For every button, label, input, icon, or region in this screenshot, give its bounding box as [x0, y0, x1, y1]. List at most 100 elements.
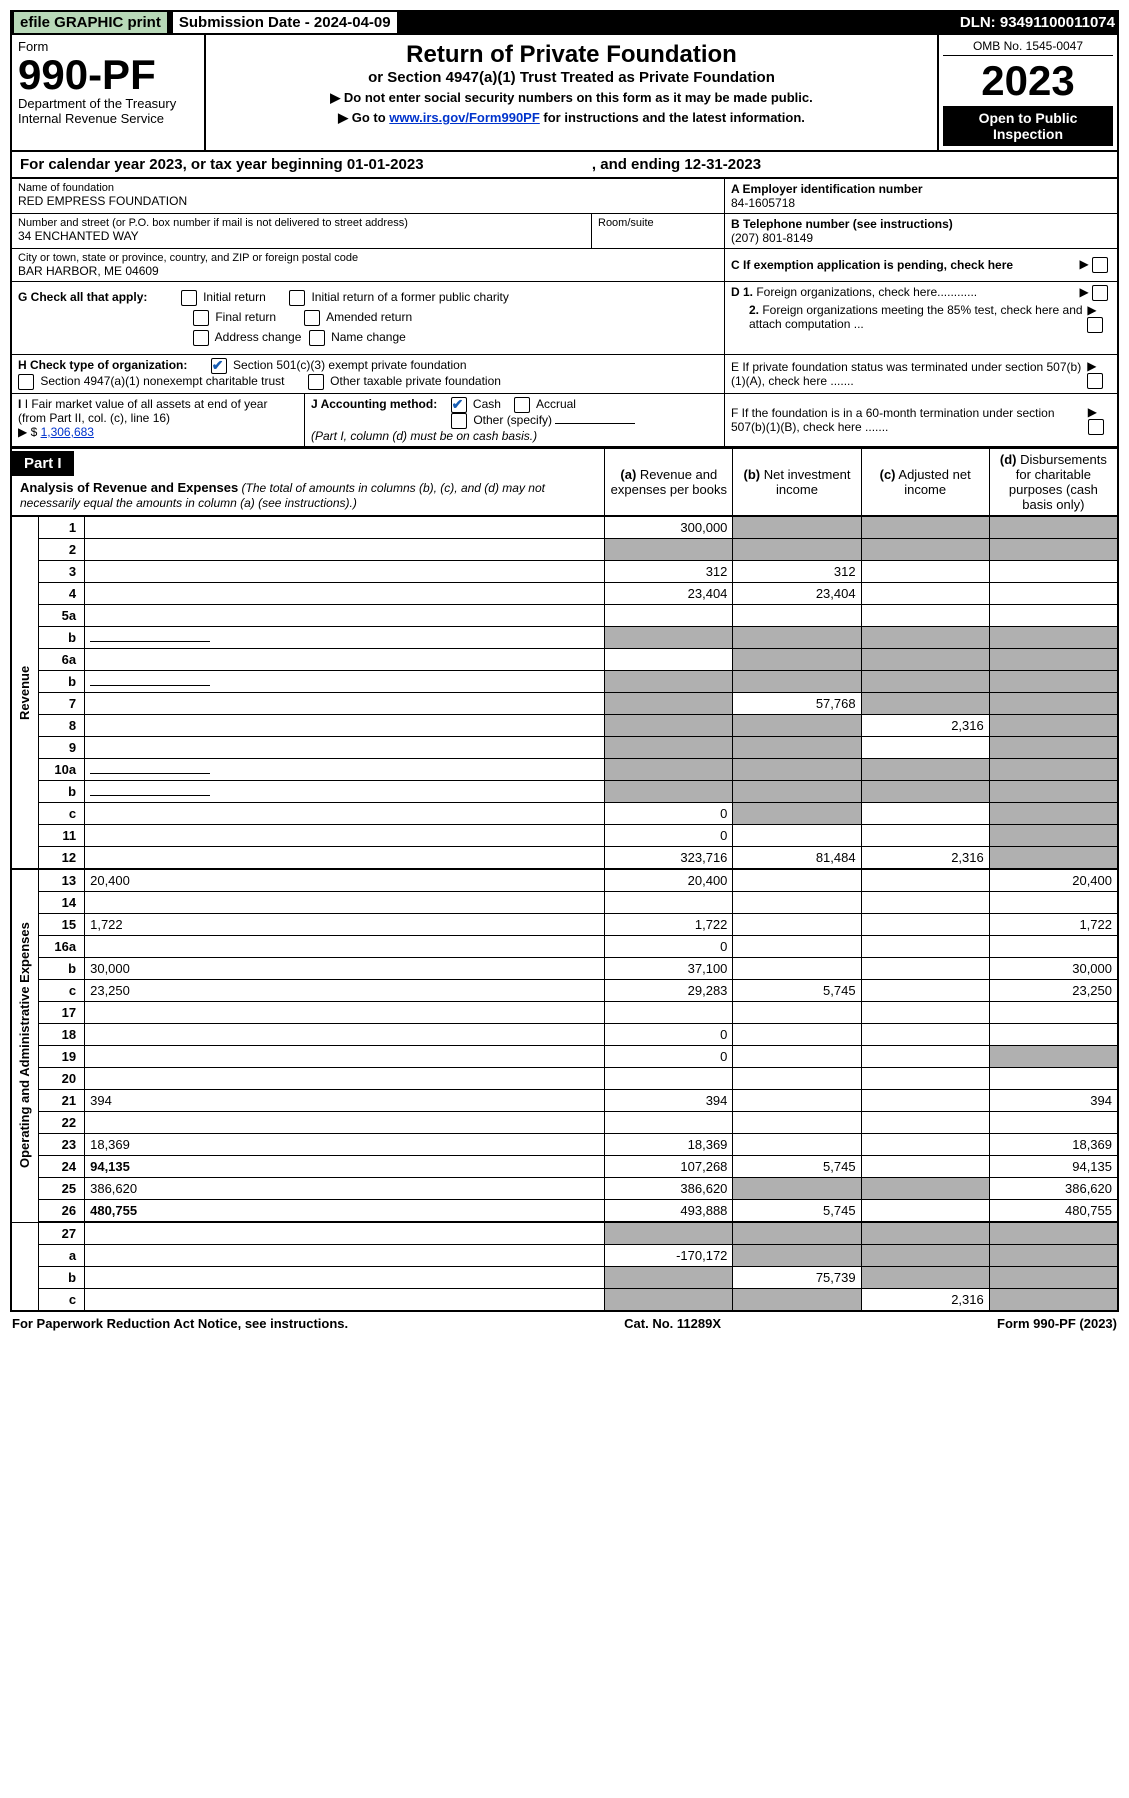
rev-9-d	[989, 737, 1118, 759]
rev-11-no: 11	[38, 825, 85, 847]
g-address-checkbox[interactable]	[193, 330, 209, 346]
rev-3-desc	[85, 561, 605, 583]
rev-9-desc	[85, 737, 605, 759]
efile-label[interactable]: efile GRAPHIC print	[14, 12, 167, 33]
j-cash-checkbox[interactable]	[451, 397, 467, 413]
rev-3-no: 3	[38, 561, 85, 583]
rev-12-d	[989, 847, 1118, 870]
note2-tail: for instructions and the latest informat…	[540, 110, 805, 125]
bot-a-d	[989, 1245, 1118, 1267]
rev-c-no: c	[38, 803, 85, 825]
c-label: C If exemption application is pending, c…	[731, 258, 1013, 272]
rev-4-desc	[85, 583, 605, 605]
h-501c3-checkbox[interactable]	[211, 358, 227, 374]
exp-21-b	[733, 1090, 861, 1112]
g-amended-label: Amended return	[326, 310, 412, 324]
rev-6a-desc	[85, 649, 605, 671]
bot-b-a	[605, 1267, 733, 1289]
j-note: (Part I, column (d) must be on cash basi…	[311, 429, 537, 443]
exp-22-d	[989, 1112, 1118, 1134]
g-initial-former-label: Initial return of a former public charit…	[311, 290, 508, 304]
irs-link[interactable]: www.irs.gov/Form990PF	[389, 110, 540, 125]
foundation-name: RED EMPRESS FOUNDATION	[18, 194, 718, 208]
rev-2-b	[733, 539, 861, 561]
exp-26-d: 480,755	[989, 1200, 1118, 1223]
rev-5a-desc	[85, 605, 605, 627]
rev-2-a	[605, 539, 733, 561]
exp-17-b	[733, 1002, 861, 1024]
j-accrual-checkbox[interactable]	[514, 397, 530, 413]
rev-6a-a	[605, 649, 733, 671]
rev-9-c	[861, 737, 989, 759]
rev-8-c: 2,316	[861, 715, 989, 737]
exp-c-a: 29,283	[605, 980, 733, 1002]
exp-26-no: 26	[38, 1200, 85, 1223]
exp-17-d	[989, 1002, 1118, 1024]
rev-8-desc	[85, 715, 605, 737]
tax-year: 2023	[943, 60, 1113, 102]
j-cash-label: Cash	[473, 397, 501, 411]
exp-22-b	[733, 1112, 861, 1134]
g-final-checkbox[interactable]	[193, 310, 209, 326]
rev-7-a	[605, 693, 733, 715]
bot-c-c: 2,316	[861, 1289, 989, 1312]
h-4947-checkbox[interactable]	[18, 374, 34, 390]
e-cell: E If private foundation status was termi…	[725, 355, 1117, 394]
i-label: I Fair market value of all assets at end…	[18, 397, 267, 425]
exp-22-c	[861, 1112, 989, 1134]
exp-13-no: 13	[38, 869, 85, 892]
city-value: BAR HARBOR, ME 04609	[18, 264, 718, 278]
bot-b-desc	[85, 1267, 605, 1289]
c-checkbox[interactable]	[1092, 257, 1108, 273]
rev-b-d	[989, 781, 1118, 803]
addr-label: Number and street (or P.O. box number if…	[18, 217, 585, 229]
rev-10a-d	[989, 759, 1118, 781]
j-other-checkbox[interactable]	[451, 413, 467, 429]
exp-26-a: 493,888	[605, 1200, 733, 1223]
g-initial-label: Initial return	[203, 290, 266, 304]
exp-26-b: 5,745	[733, 1200, 861, 1223]
cal-end: 12-31-2023	[684, 156, 761, 173]
rev-4-a: 23,404	[605, 583, 733, 605]
f-checkbox[interactable]	[1088, 419, 1104, 435]
city-label: City or town, state or province, country…	[18, 252, 718, 264]
exp-19-no: 19	[38, 1046, 85, 1068]
rev-9-a	[605, 737, 733, 759]
part1-heading: Analysis of Revenue and Expenses	[20, 480, 238, 495]
top-bar: efile GRAPHIC print Submission Date - 20…	[10, 10, 1119, 35]
bot-c-no: c	[38, 1289, 85, 1312]
rev-7-b: 57,768	[733, 693, 861, 715]
d1-checkbox[interactable]	[1092, 285, 1108, 301]
exp-16a-d	[989, 936, 1118, 958]
cal-prefix: For calendar year 2023, or tax year begi…	[20, 156, 347, 173]
addr-value: 34 ENCHANTED WAY	[18, 229, 585, 243]
rev-1-b	[733, 516, 861, 539]
g-initial-checkbox[interactable]	[181, 290, 197, 306]
rev-9-no: 9	[38, 737, 85, 759]
rev-b-desc	[85, 671, 605, 693]
bot-c-b	[733, 1289, 861, 1312]
rev-1-no: 1	[38, 516, 85, 539]
g-name-checkbox[interactable]	[309, 330, 325, 346]
e-checkbox[interactable]	[1087, 373, 1103, 389]
exp-c-b: 5,745	[733, 980, 861, 1002]
rev-5a-a	[605, 605, 733, 627]
rev-b-c	[861, 781, 989, 803]
exp-18-no: 18	[38, 1024, 85, 1046]
g-initial-former-checkbox[interactable]	[289, 290, 305, 306]
rev-11-a: 0	[605, 825, 733, 847]
g-amended-checkbox[interactable]	[304, 310, 320, 326]
exp-c-d: 23,250	[989, 980, 1118, 1002]
bot-b-d	[989, 1267, 1118, 1289]
exp-15-no: 15	[38, 914, 85, 936]
bot-27-desc	[85, 1222, 605, 1245]
rev-b-b	[733, 627, 861, 649]
exp-16a-c	[861, 936, 989, 958]
i-value[interactable]: 1,306,683	[41, 425, 94, 439]
exp-14-c	[861, 892, 989, 914]
d2-checkbox[interactable]	[1087, 317, 1103, 333]
dln: DLN: 93491100011074	[960, 14, 1115, 31]
h-cell: H Check type of organization: Section 50…	[12, 355, 725, 394]
h-other-checkbox[interactable]	[308, 374, 324, 390]
exp-25-a: 386,620	[605, 1178, 733, 1200]
